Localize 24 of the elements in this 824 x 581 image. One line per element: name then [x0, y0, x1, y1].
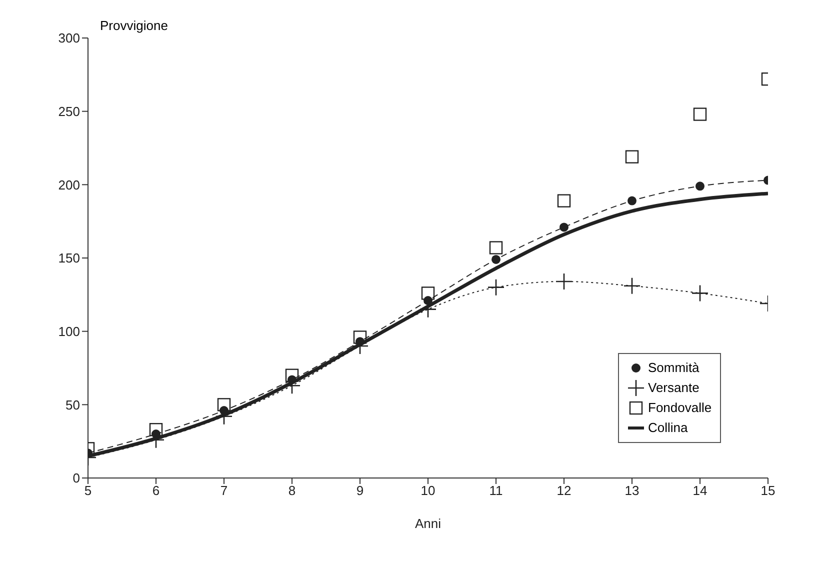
x-tick-label: 6 [152, 483, 160, 498]
x-tick-label: 10 [420, 483, 436, 498]
x-tick-label: 13 [624, 483, 640, 498]
y-axis-title: Provvigione [100, 18, 168, 33]
x-tick-label: 8 [288, 483, 296, 498]
x-tick-label: 5 [84, 483, 92, 498]
y-tick-label: 250 [58, 104, 80, 119]
y-tick-label: 0 [72, 470, 80, 486]
y-tick-label: 200 [58, 177, 80, 192]
x-tick-label: 7 [220, 483, 228, 498]
x-tick-label: 9 [356, 483, 364, 498]
y-tick-label: 300 [58, 30, 80, 46]
x-tick-label: 15 [760, 483, 776, 498]
x-tick-label: 14 [692, 483, 708, 498]
legend-label: Sommità [648, 359, 700, 377]
x-axis-title: Anni [414, 516, 442, 531]
x-tick-label: 11 [489, 483, 503, 498]
y-tick-label: 50 [66, 397, 80, 412]
x-tick-label: 12 [556, 483, 572, 498]
legend-label: Versante [648, 379, 700, 397]
y-tick-label: 150 [58, 250, 80, 266]
legend-label: Collina [648, 419, 688, 437]
y-tick-label: 100 [58, 324, 80, 339]
legend-label: Fondovalle [648, 399, 712, 417]
